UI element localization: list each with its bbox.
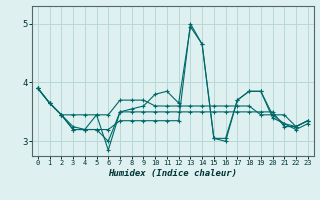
X-axis label: Humidex (Indice chaleur): Humidex (Indice chaleur) bbox=[108, 169, 237, 178]
